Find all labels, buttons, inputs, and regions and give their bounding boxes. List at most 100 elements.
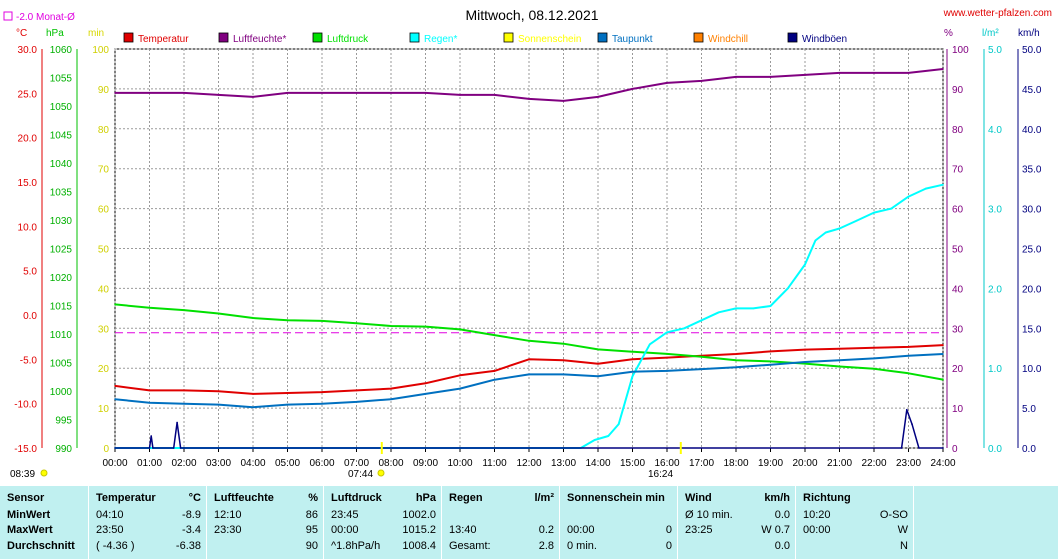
data-point <box>459 328 461 331</box>
kmh-tick-label: 25.0 <box>1022 245 1042 256</box>
sunshine-tick-label: 80 <box>98 125 110 136</box>
x-tick-label: 00:00 <box>102 458 127 469</box>
data-point <box>172 447 175 449</box>
legend-swatch <box>503 32 514 43</box>
kmh-unit-label: km/h <box>1018 28 1040 39</box>
data-point <box>700 80 703 82</box>
data-point <box>856 219 858 222</box>
data-point <box>597 375 599 378</box>
legend-swatch <box>123 32 134 43</box>
data-point <box>459 387 461 390</box>
hpa-tick-label: 995 <box>55 416 72 427</box>
data-point <box>148 389 151 392</box>
hpa-tick-label: 1005 <box>50 359 73 370</box>
hpa-tick-label: 1020 <box>50 273 73 284</box>
data-point <box>424 382 427 385</box>
data-point <box>735 366 737 369</box>
stats-value-time: 23:25 <box>685 524 713 536</box>
stats-column: Richtung 10:20 O-SO 00:00 W N <box>795 486 914 559</box>
data-point <box>900 447 903 449</box>
data-point <box>906 408 908 411</box>
sun-markers: 08:39 07:44 16:24 <box>10 442 682 480</box>
data-point <box>321 320 323 322</box>
data-point <box>459 374 461 377</box>
website-link[interactable]: www.wetter-pfalzen.com <box>943 8 1052 19</box>
data-point <box>769 305 772 307</box>
kmh-tick-label: 30.0 <box>1022 205 1042 216</box>
sunshine-tick-label: 60 <box>98 205 110 216</box>
data-point <box>114 398 116 401</box>
data-point <box>321 92 323 94</box>
temp-tick-label: -15.0 <box>14 444 37 455</box>
min-unit-label: min <box>88 28 104 39</box>
month-avg-legend: -2.0 Monat-Ø <box>3 11 75 23</box>
hpa-tick-label: 1030 <box>50 216 73 227</box>
sunshine-tick-label: 0 <box>103 444 109 455</box>
pct-tick-label: 60 <box>952 205 964 216</box>
stats-header: Luftfeuchte <box>214 492 274 504</box>
data-point <box>942 183 944 186</box>
stats-value-time: 00:00 <box>567 524 595 536</box>
data-point <box>148 307 151 309</box>
data-point <box>649 343 651 346</box>
data-point <box>752 307 755 310</box>
data-point <box>804 74 806 76</box>
data-point <box>528 358 530 361</box>
x-tick-label: 14:00 <box>585 458 610 469</box>
hpa-tick-label: 1045 <box>50 131 73 142</box>
stats-header: Sonnenschein min <box>567 492 665 504</box>
data-point <box>631 375 634 378</box>
data-point <box>804 263 806 266</box>
x-tick-label: 12:00 <box>516 458 541 469</box>
data-point <box>597 96 599 98</box>
stats-unit: °C <box>188 492 201 504</box>
stats-value-time: Ø 10 min. <box>685 509 733 521</box>
stats-value: 0 <box>665 540 672 552</box>
sunshine-tick-label: 30 <box>98 324 110 335</box>
data-point <box>179 447 182 449</box>
legend-item: Regen* <box>409 32 457 45</box>
stats-value-time: 23:30 <box>214 524 242 536</box>
data-point <box>493 370 496 372</box>
data-point <box>148 447 151 449</box>
data-point <box>735 353 737 355</box>
sunshine-tick-label: 100 <box>92 45 109 56</box>
weather-chart: Mittwoch, 08.12.2021 www.wetter-pfalzen.… <box>3 7 1052 480</box>
data-point <box>838 347 841 350</box>
kmh-tick-label: 45.0 <box>1022 85 1042 96</box>
data-point <box>252 393 254 395</box>
stats-value-time: ^1.8hPa/h <box>331 540 381 552</box>
data-point <box>735 359 737 362</box>
stats-value: W 0.7 <box>761 524 790 536</box>
stats-column: Wind km/h Ø 10 min. 0.0 23:25 W 0.7 0.0 <box>677 486 796 559</box>
legend-label: Windböen <box>802 34 847 45</box>
data-point <box>873 368 875 370</box>
data-point <box>873 357 875 360</box>
stats-value-time: 00:00 <box>803 524 831 536</box>
data-point <box>769 350 772 353</box>
legend-item: Sonnenschein <box>503 32 581 45</box>
stats-unit: l/m² <box>534 492 554 504</box>
stats-header: Wind <box>685 492 712 504</box>
stats-column: Temperatur °C 04:10 -8.9 23:50 -3.4 ( -4.36 ) -… <box>88 486 207 559</box>
sun-icon <box>40 469 48 477</box>
data-point <box>666 356 668 359</box>
data-point <box>183 309 185 311</box>
stats-value-time: 13:40 <box>449 524 477 536</box>
legend-label: Sonnenschein <box>518 34 581 45</box>
x-tick-label: 09:00 <box>413 458 438 469</box>
data-point <box>286 319 289 322</box>
data-point <box>890 207 893 210</box>
data-point <box>597 348 599 351</box>
x-tick-label: 08:00 <box>378 458 403 469</box>
pct-unit-label: % <box>944 28 953 39</box>
temp-tick-label: 0.0 <box>23 311 37 322</box>
stats-unit: km/h <box>764 492 790 504</box>
stats-value-time: ( -4.36 ) <box>96 540 135 552</box>
data-point <box>666 353 668 355</box>
data-point <box>838 72 841 74</box>
data-point <box>390 325 392 327</box>
rain-tick-label: 1.0 <box>988 364 1002 375</box>
stats-header: Regen <box>449 492 483 504</box>
data-point <box>493 334 496 336</box>
